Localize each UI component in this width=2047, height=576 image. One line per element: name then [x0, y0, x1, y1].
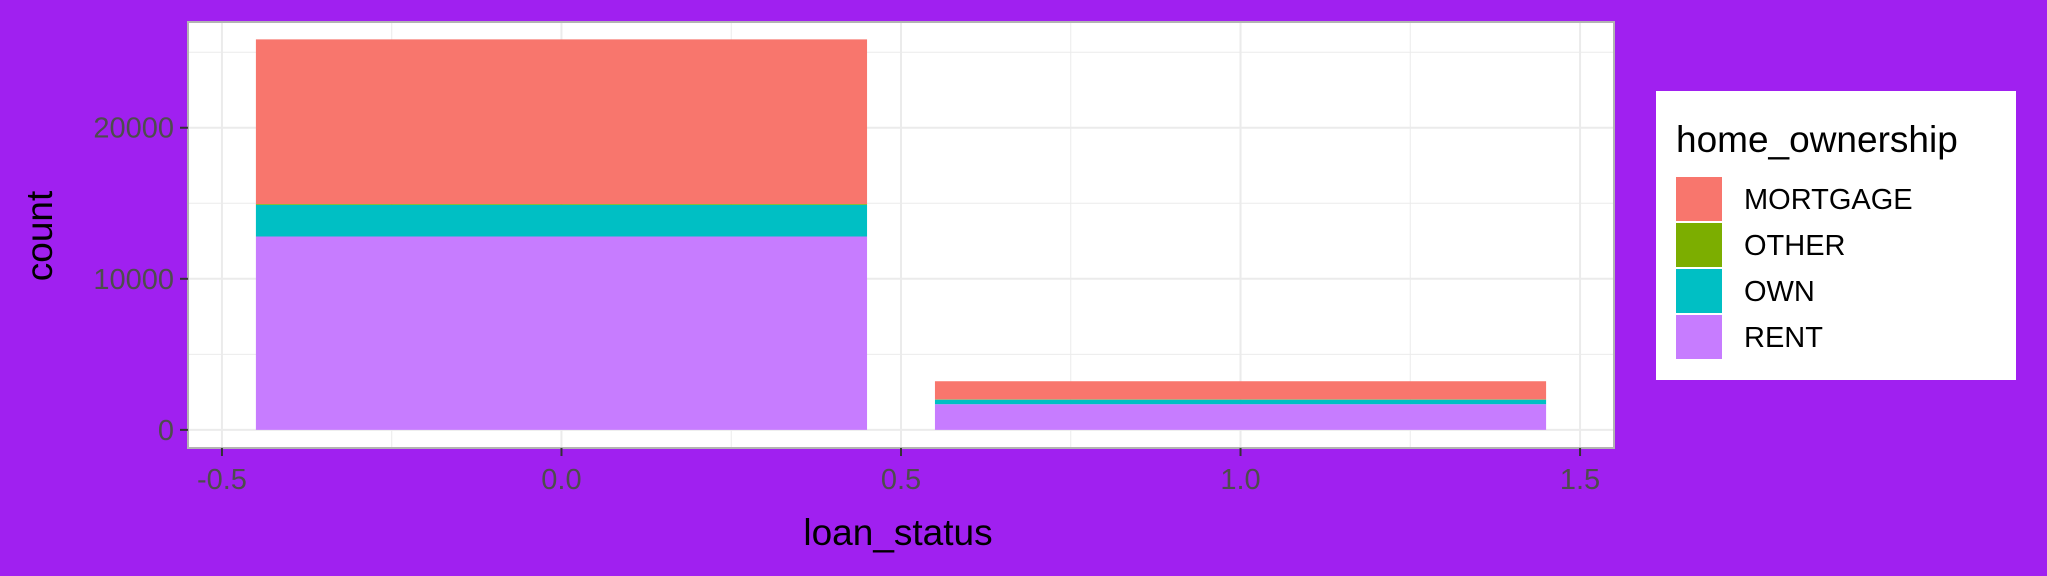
bar-segment-mortgage-1 — [934, 381, 1547, 400]
bar-segment-own-0 — [255, 204, 868, 237]
x-tick-label: 1.0 — [1220, 464, 1260, 496]
legend: home_ownership MORTGAGE OTHER OWN RENT — [1656, 91, 2016, 380]
legend-label-own: OWN — [1744, 276, 1815, 308]
bars-group — [255, 39, 1547, 430]
bar-segment-rent-0 — [255, 236, 868, 430]
bar-segment-own-1 — [934, 399, 1547, 405]
legend-items: MORTGAGE OTHER OWN RENT — [1676, 177, 1913, 359]
legend-title: home_ownership — [1676, 119, 1958, 160]
x-axis-title: loan_status — [803, 512, 992, 553]
bar-segment-other-0 — [255, 204, 868, 205]
y-tick-label: 10000 — [93, 264, 174, 296]
legend-label-other: OTHER — [1744, 230, 1846, 262]
bar-segment-rent-1 — [934, 404, 1547, 430]
legend-label-mortgage: MORTGAGE — [1744, 184, 1913, 216]
legend-key-own — [1676, 269, 1722, 313]
legend-label-rent: RENT — [1744, 322, 1823, 354]
y-tick-label: 0 — [158, 415, 174, 447]
legend-key-rent — [1676, 315, 1722, 359]
x-tick-label: 0.5 — [881, 464, 921, 496]
legend-key-mortgage — [1676, 177, 1722, 221]
x-axis: -0.5 0.0 0.5 1.0 1.5 — [197, 448, 1600, 496]
bar-segment-mortgage-0 — [255, 39, 868, 205]
y-axis-title: count — [19, 190, 60, 281]
x-tick-label: -0.5 — [197, 464, 247, 496]
y-tick-label: 20000 — [93, 113, 174, 145]
x-tick-label: 1.5 — [1560, 464, 1600, 496]
legend-key-other — [1676, 223, 1722, 267]
y-axis: 0 10000 20000 — [93, 113, 188, 447]
x-tick-label: 0.0 — [541, 464, 581, 496]
